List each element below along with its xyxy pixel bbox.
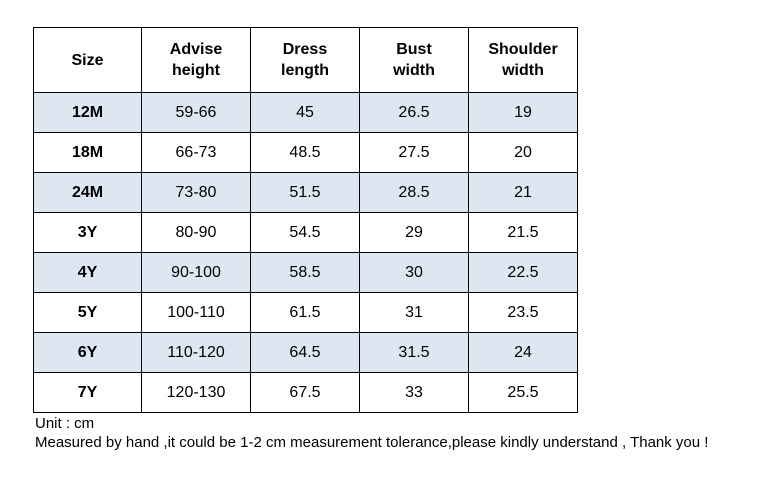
header-advise-height-line-2: height — [172, 62, 220, 79]
bust-width-cell: 31.5 — [359, 332, 469, 373]
header-dress-length: Dress length — [250, 27, 360, 93]
header-dress-length-line-2: length — [281, 62, 329, 79]
size-cell: 3Y — [33, 212, 142, 253]
bust-width-cell: 26.5 — [359, 92, 469, 133]
header-shoulder-width-line-1: Shoulder — [488, 41, 558, 58]
table-header-row: Size Advise height Dress length Bust wid… — [33, 27, 578, 93]
size-cell: 7Y — [33, 372, 142, 413]
header-dress-length-line-1: Dress — [282, 41, 328, 58]
tolerance-note: Measured by hand ,it could be 1-2 cm mea… — [35, 434, 709, 451]
dress-length-cell: 45 — [250, 92, 360, 133]
unit-note: Unit : cm — [35, 415, 95, 432]
header-bust-width: Bust width — [359, 27, 469, 93]
bust-width-cell: 31 — [359, 292, 469, 333]
advise-height-cell: 80-90 — [141, 212, 251, 253]
header-shoulder-width: Shoulder width — [468, 27, 578, 93]
advise-height-cell: 110-120 — [141, 332, 251, 373]
table-row: 5Y 100-110 61.5 31 23.5 — [33, 292, 578, 333]
bust-width-cell: 33 — [359, 372, 469, 413]
bust-width-cell: 30 — [359, 252, 469, 293]
header-bust-width-line-1: Bust — [396, 41, 432, 58]
shoulder-width-cell: 21.5 — [468, 212, 578, 253]
advise-height-cell: 100-110 — [141, 292, 251, 333]
shoulder-width-cell: 25.5 — [468, 372, 578, 413]
dress-length-cell: 61.5 — [250, 292, 360, 333]
dress-length-cell: 54.5 — [250, 212, 360, 253]
size-cell: 24M — [33, 172, 142, 213]
header-advise-height: Advise height — [141, 27, 251, 93]
table-row: 6Y 110-120 64.5 31.5 24 — [33, 332, 578, 373]
table-row: 24M 73-80 51.5 28.5 21 — [33, 172, 578, 213]
dress-length-cell: 64.5 — [250, 332, 360, 373]
bust-width-cell: 27.5 — [359, 132, 469, 173]
size-cell: 4Y — [33, 252, 142, 293]
header-advise-height-line-1: Advise — [169, 41, 223, 58]
bust-width-cell: 28.5 — [359, 172, 469, 213]
table-row: 12M 59-66 45 26.5 19 — [33, 92, 578, 133]
advise-height-cell: 59-66 — [141, 92, 251, 133]
table-row: 3Y 80-90 54.5 29 21.5 — [33, 212, 578, 253]
dress-length-cell: 67.5 — [250, 372, 360, 413]
size-cell: 5Y — [33, 292, 142, 333]
header-size: Size — [33, 27, 142, 93]
shoulder-width-cell: 20 — [468, 132, 578, 173]
table-row: 4Y 90-100 58.5 30 22.5 — [33, 252, 578, 293]
shoulder-width-cell: 19 — [468, 92, 578, 133]
shoulder-width-cell: 24 — [468, 332, 578, 373]
advise-height-cell: 73-80 — [141, 172, 251, 213]
advise-height-cell: 90-100 — [141, 252, 251, 293]
advise-height-cell: 120-130 — [141, 372, 251, 413]
shoulder-width-cell: 21 — [468, 172, 578, 213]
size-cell: 18M — [33, 132, 142, 173]
header-bust-width-line-2: width — [393, 62, 435, 79]
shoulder-width-cell: 23.5 — [468, 292, 578, 333]
advise-height-cell: 66-73 — [141, 132, 251, 173]
size-chart-table: Size Advise height Dress length Bust wid… — [33, 27, 578, 413]
size-cell: 6Y — [33, 332, 142, 373]
size-cell: 12M — [33, 92, 142, 133]
dress-length-cell: 58.5 — [250, 252, 360, 293]
header-size-line-1: Size — [71, 51, 104, 69]
table-row: 7Y 120-130 67.5 33 25.5 — [33, 372, 578, 413]
table-row: 18M 66-73 48.5 27.5 20 — [33, 132, 578, 173]
shoulder-width-cell: 22.5 — [468, 252, 578, 293]
dress-length-cell: 51.5 — [250, 172, 360, 213]
dress-length-cell: 48.5 — [250, 132, 360, 173]
bust-width-cell: 29 — [359, 212, 469, 253]
header-shoulder-width-line-2: width — [502, 62, 544, 79]
